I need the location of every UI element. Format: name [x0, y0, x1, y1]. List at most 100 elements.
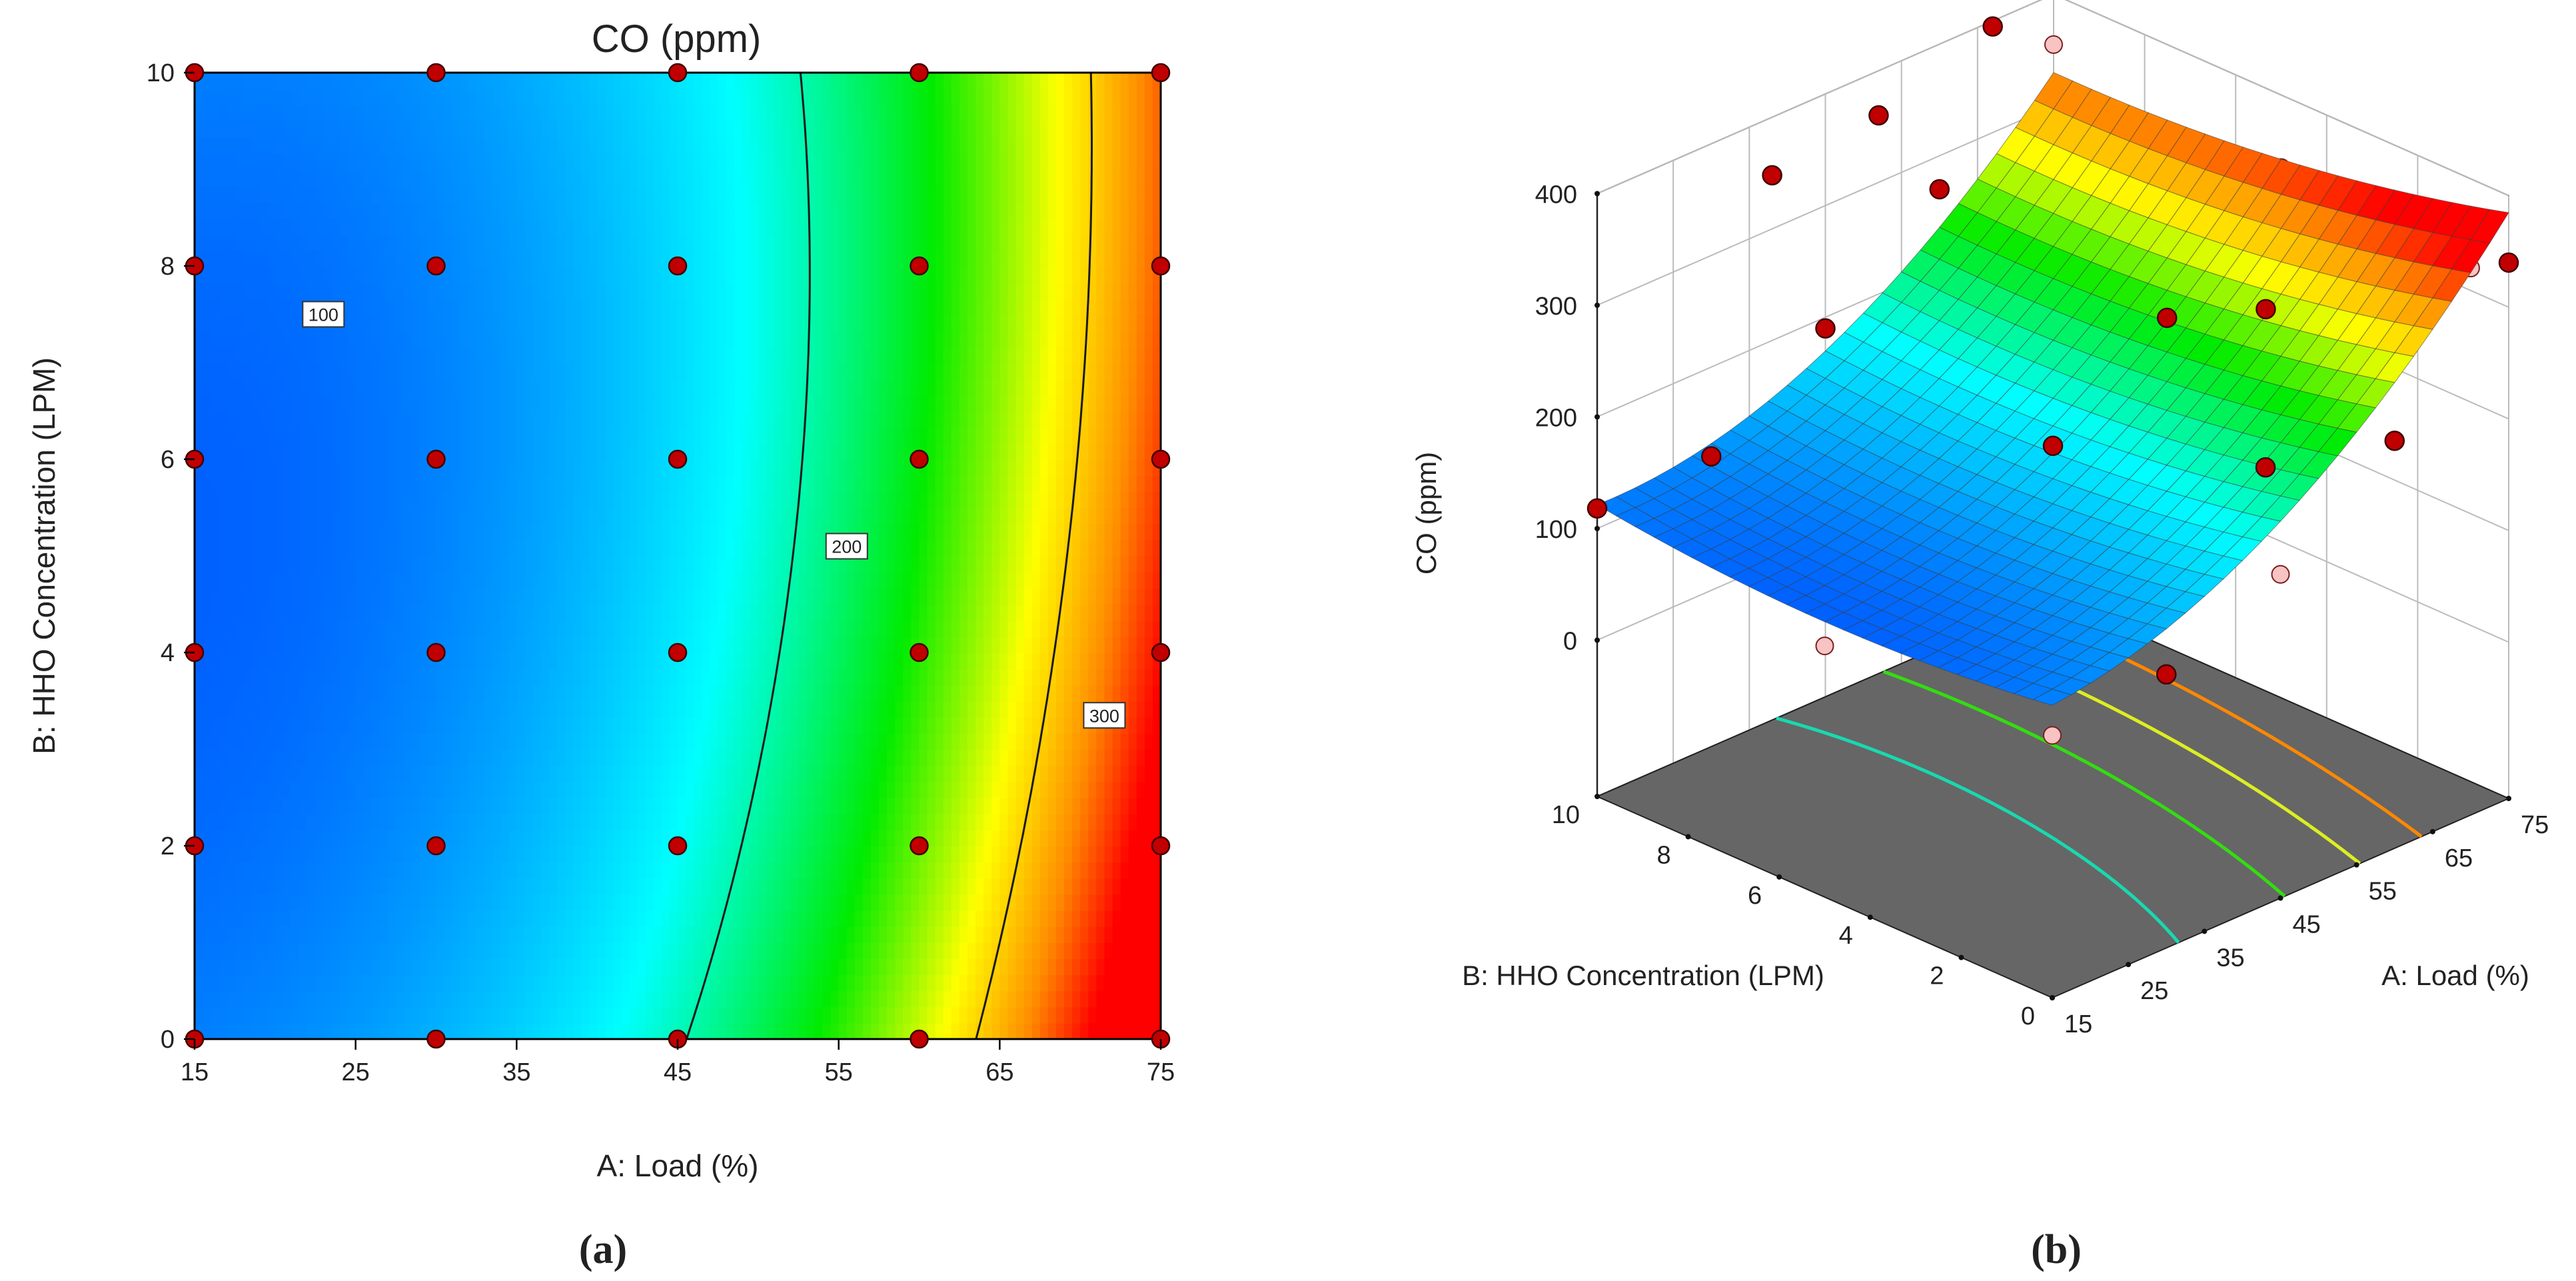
heat-cell	[291, 604, 300, 621]
heat-cell	[734, 266, 743, 283]
heat-cell	[702, 395, 711, 412]
heat-cell	[830, 363, 840, 379]
heat-cell	[726, 604, 735, 621]
heat-cell	[331, 427, 340, 444]
heat-cell	[484, 491, 493, 509]
heat-cell	[589, 201, 598, 219]
heat-cell	[581, 894, 590, 911]
heat-cell	[396, 314, 404, 331]
heat-cell	[702, 153, 711, 170]
heat-cell	[388, 330, 396, 347]
heat-cell	[355, 233, 364, 251]
heat-cell	[371, 668, 380, 686]
heat-cell	[500, 878, 510, 895]
heat-cell	[339, 459, 348, 476]
heat-cell	[605, 700, 614, 718]
heat-cell	[613, 89, 622, 106]
heat-cell	[564, 942, 574, 959]
heat-cell	[267, 330, 276, 347]
heat-cell	[211, 636, 220, 653]
heat-cell	[548, 201, 558, 219]
heat-cell	[854, 958, 864, 976]
heat-cell	[379, 749, 388, 766]
heat-cell	[283, 732, 292, 750]
heat-cell	[702, 298, 711, 315]
heat-cell	[363, 249, 372, 267]
heat-cell	[686, 765, 694, 782]
heat-cell	[412, 588, 421, 605]
heat-cell	[532, 427, 542, 444]
heat-cell	[211, 233, 220, 251]
heat-cell	[460, 282, 469, 299]
heat-cell	[227, 668, 236, 686]
heat-cell	[331, 539, 340, 557]
heat-cell	[275, 958, 284, 976]
heat-cell	[605, 958, 614, 976]
heat-cell	[758, 233, 767, 251]
heat-cell	[347, 668, 356, 686]
heat-cell	[669, 684, 678, 702]
heat-cell	[774, 942, 783, 959]
heat-cell	[307, 539, 317, 557]
heat-cell	[307, 427, 317, 444]
heat-cell	[331, 330, 340, 347]
heat-cell	[452, 813, 461, 830]
heat-cell	[283, 749, 292, 766]
heat-cell	[404, 668, 413, 686]
heat-cell	[589, 668, 598, 686]
heat-cell	[436, 910, 445, 927]
heat-cell	[291, 491, 300, 509]
heat-cell	[211, 878, 220, 895]
heat-cell	[355, 636, 364, 653]
heat-cell	[766, 249, 775, 267]
heat-cell	[299, 942, 308, 959]
heat-cell	[371, 700, 380, 718]
heat-cell	[460, 411, 469, 428]
heat-cell	[195, 556, 203, 573]
heat-cell	[219, 974, 228, 992]
heat-cell	[637, 749, 646, 766]
heat-cell	[195, 668, 203, 686]
heat-cell	[774, 217, 783, 235]
heat-cell	[195, 507, 203, 525]
heat-cell	[846, 765, 856, 782]
heat-cell	[484, 636, 493, 653]
heat-cell	[661, 346, 670, 363]
heat-cell	[830, 749, 840, 766]
heat-cell	[211, 539, 220, 557]
heat-cell	[323, 491, 332, 509]
heat-cell	[597, 620, 606, 637]
heat-cell	[637, 249, 646, 267]
heat-cell	[862, 974, 872, 992]
heat-cell	[564, 217, 574, 235]
heat-cell	[710, 137, 719, 154]
heat-cell	[540, 878, 550, 895]
heat-cell	[299, 700, 308, 718]
heat-cell	[734, 765, 743, 782]
heat-cell	[363, 475, 372, 493]
heat-cell	[686, 588, 694, 605]
heat-cell	[404, 217, 413, 235]
heat-cell	[854, 169, 864, 186]
heat-cell	[428, 185, 437, 203]
heat-cell	[307, 395, 317, 412]
heat-cell	[782, 346, 791, 363]
heat-cell	[299, 153, 308, 170]
heat-cell	[822, 395, 832, 412]
heat-cell	[331, 443, 340, 460]
heat-cell	[235, 910, 244, 927]
heat-cell	[838, 217, 848, 235]
heat-cell	[275, 233, 284, 251]
heat-cell	[589, 556, 598, 573]
heat-cell	[710, 765, 719, 782]
heat-cell	[363, 958, 372, 976]
heat-cell	[476, 427, 485, 444]
heat-cell	[299, 846, 308, 862]
heat-cell	[637, 89, 646, 106]
heat-cell	[645, 926, 654, 943]
heat-cell	[742, 958, 751, 976]
heat-cell	[291, 765, 300, 782]
heat-cell	[396, 459, 404, 476]
heat-cell	[854, 379, 864, 396]
heat-cell	[710, 813, 719, 830]
